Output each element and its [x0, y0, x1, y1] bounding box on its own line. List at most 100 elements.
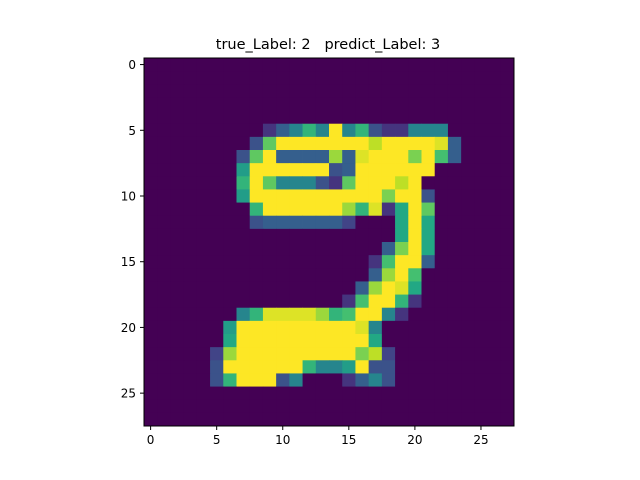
pixel-cell [196, 386, 211, 401]
pixel-cell [236, 136, 251, 151]
pixel-cell [210, 163, 224, 177]
pixel-cell [342, 150, 356, 164]
pixel-cell [421, 150, 436, 164]
pixel-cell [329, 58, 343, 72]
pixel-cell [289, 307, 303, 322]
pixel-cell [315, 255, 330, 269]
pixel-cell [183, 202, 198, 217]
pixel-cell [276, 386, 290, 401]
pixel-cell [329, 281, 343, 295]
pixel-cell [236, 84, 251, 98]
pixel-cell [395, 320, 409, 335]
pixel-cell [223, 97, 237, 111]
pixel-cell [500, 136, 515, 151]
pixel-cell [223, 163, 237, 177]
pixel-cell [461, 360, 475, 374]
pixel-cell [395, 307, 409, 322]
pixel-cell [276, 334, 290, 348]
pixel-cell [447, 281, 462, 295]
pixel-cell [408, 294, 422, 309]
pixel-cell [381, 189, 396, 203]
pixel-cell [342, 58, 356, 72]
pixel-cell [249, 202, 264, 217]
pixel-cell [355, 97, 370, 111]
pixel-cell [381, 268, 396, 282]
pixel-cell [302, 360, 317, 374]
pixel-cell [249, 150, 264, 164]
pixel-cell [196, 360, 211, 374]
pixel-cell [474, 334, 488, 348]
pixel-cell [447, 215, 462, 230]
pixel-cell [276, 373, 290, 387]
pixel-cell [421, 189, 436, 203]
pixel-cell [223, 242, 237, 256]
pixel-cell [487, 412, 502, 427]
pixel-cell [421, 399, 436, 414]
pixel-cell [487, 163, 502, 177]
pixel-cell [474, 281, 488, 295]
pixel-cell [249, 97, 264, 111]
y-tick-label: 25 [121, 387, 136, 401]
pixel-cell [474, 163, 488, 177]
pixel-cell [408, 281, 422, 295]
pixel-cell [381, 412, 396, 427]
pixel-cell [183, 373, 198, 387]
pixel-cell [421, 307, 436, 322]
pixel-cell [262, 412, 277, 427]
pixel-cell [276, 136, 290, 151]
pixel-cell [249, 268, 264, 282]
pixel-cell [474, 150, 488, 164]
pixel-cell [474, 123, 488, 138]
pixel-cell [447, 176, 462, 190]
pixel-cell [302, 97, 317, 111]
pixel-cell [395, 84, 409, 98]
pixel-cell [262, 84, 277, 98]
pixel-cell [223, 136, 237, 151]
pixel-cell [223, 189, 237, 203]
pixel-cell [355, 242, 370, 256]
pixel-cell [342, 320, 356, 335]
pixel-cell [196, 136, 211, 151]
pixel-cell [408, 202, 422, 217]
pixel-cell [249, 412, 264, 427]
pixel-cell [500, 202, 515, 217]
pixel-cell [262, 150, 277, 164]
pixel-cell [395, 228, 409, 243]
pixel-cell [249, 136, 264, 151]
pixel-cell [249, 110, 264, 125]
pixel-cell [196, 412, 211, 427]
pixel-cell [474, 242, 488, 256]
pixel-cell [500, 412, 515, 427]
pixel-cell [210, 347, 224, 361]
pixel-cell [447, 373, 462, 387]
pixel-cell [223, 255, 237, 269]
pixel-cell [342, 412, 356, 427]
pixel-cell [315, 228, 330, 243]
pixel-cell [157, 268, 171, 282]
pixel-cell [157, 189, 171, 203]
pixel-cell [236, 215, 251, 230]
pixel-cell [461, 255, 475, 269]
pixel-cell [170, 360, 185, 374]
pixel-cell [395, 334, 409, 348]
pixel-cell [144, 163, 158, 177]
pixel-cell [183, 399, 198, 414]
pixel-cell [421, 123, 436, 138]
pixel-cell [474, 294, 488, 309]
pixel-cell [302, 320, 317, 335]
pixel-cell [342, 399, 356, 414]
pixel-cell [461, 320, 475, 335]
pixel-cell [474, 136, 488, 151]
pixel-cell [461, 347, 475, 361]
pixel-cell [434, 281, 449, 295]
pixel-cell [170, 110, 185, 125]
pixel-cell [474, 412, 488, 427]
pixel-cell [170, 136, 185, 151]
pixel-cell [487, 150, 502, 164]
pixel-cell [196, 71, 211, 85]
pixel-cell [157, 123, 171, 138]
pixel-cell [500, 268, 515, 282]
pixel-cell [262, 163, 277, 177]
pixel-cell [236, 373, 251, 387]
pixel-cell [368, 228, 383, 243]
